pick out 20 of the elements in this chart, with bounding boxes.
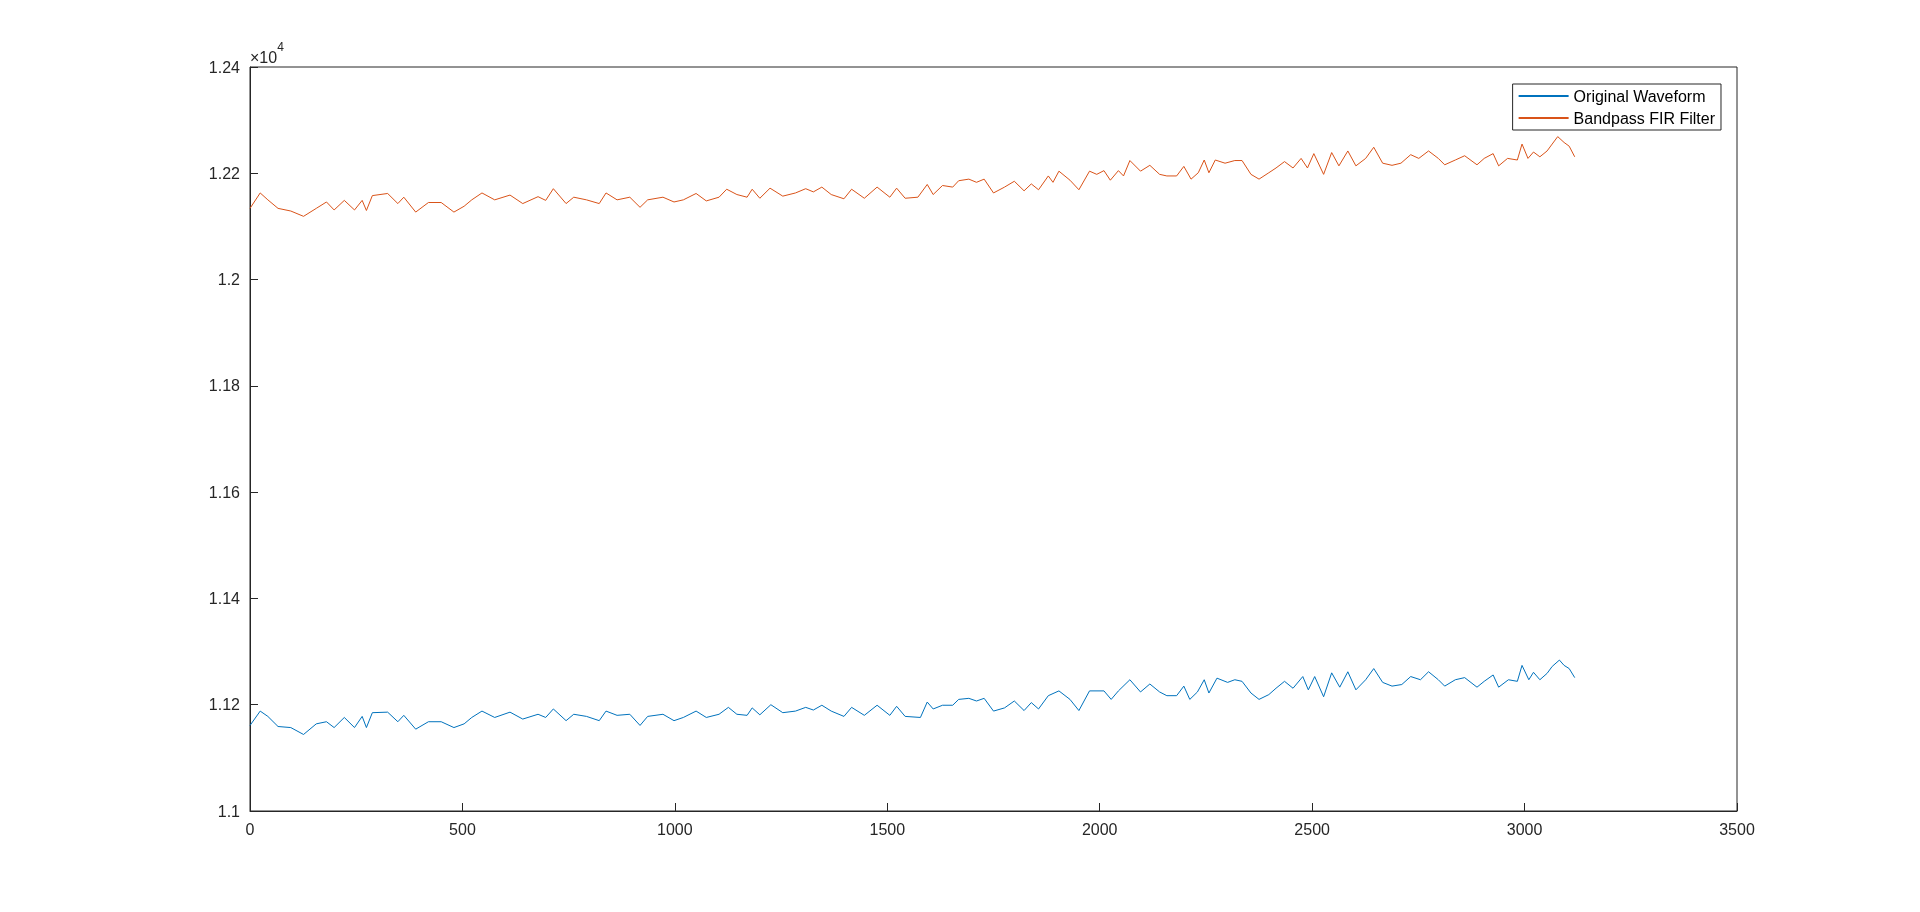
x-tick-label: 2000 [1081, 820, 1118, 838]
x-tick-label: 500 [449, 820, 476, 838]
x-tick-label: 2500 [1294, 820, 1331, 838]
y-tick-label: 1.1 [217, 802, 241, 820]
x-tick-label: 1500 [869, 820, 906, 838]
y-tick-label: 1.12 [208, 696, 241, 714]
line-series [249, 659, 1576, 735]
y-tick-label: 1.16 [208, 483, 241, 501]
x-tick-label: 0 [245, 820, 255, 838]
legend-label: Original Waveform [1573, 87, 1706, 105]
y-tick-label: 1.18 [208, 377, 241, 395]
x-tick-label: 3000 [1506, 820, 1543, 838]
line-series [249, 136, 1576, 217]
x-tick-label: 1000 [657, 820, 693, 838]
y-tick-label: 1.14 [208, 589, 241, 607]
x-tick-label: 3500 [1719, 820, 1755, 838]
y-tick-label: 1.22 [208, 164, 241, 182]
legend-label: Bandpass FIR Filter [1573, 109, 1716, 127]
y-tick-label: 1.2 [217, 271, 241, 289]
y-tick-label: 1.24 [208, 58, 241, 76]
